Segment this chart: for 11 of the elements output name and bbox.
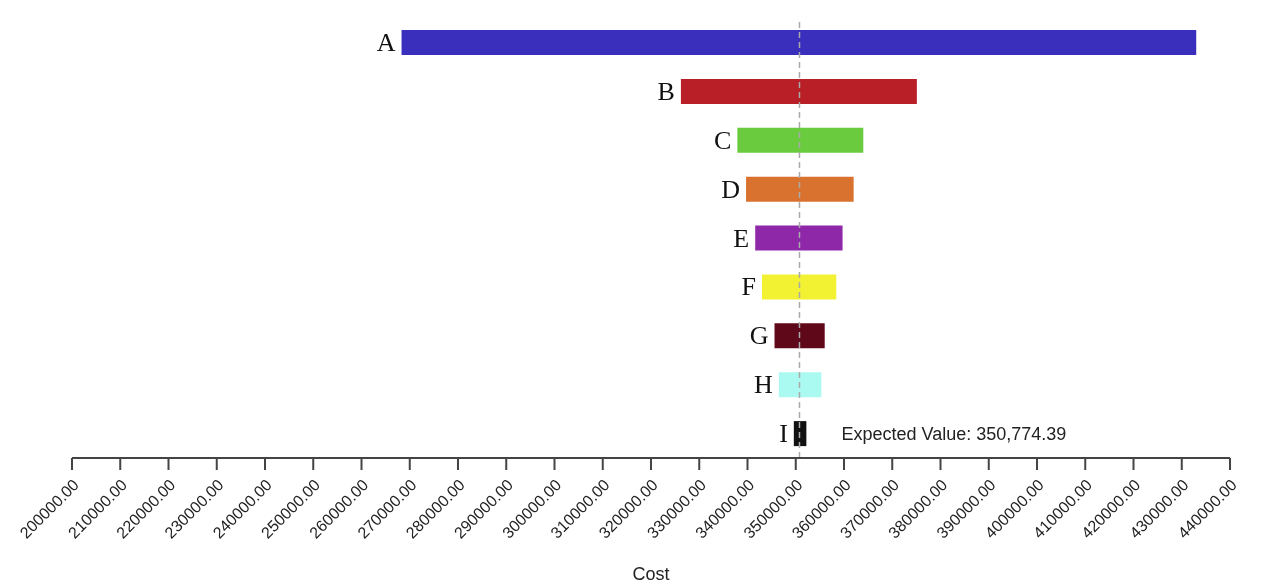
y-tick-label: A bbox=[376, 28, 396, 57]
y-tick-label: D bbox=[721, 174, 741, 204]
y-tick-label: H bbox=[754, 370, 774, 400]
y-tick-label: E bbox=[733, 223, 750, 253]
y-tick-label: F bbox=[741, 272, 756, 302]
y-tick-label: B bbox=[657, 76, 675, 106]
y-tick-label: I bbox=[779, 419, 788, 449]
x-axis-title: Cost bbox=[632, 564, 670, 584]
y-tick-label: G bbox=[749, 321, 769, 351]
y-tick-label: C bbox=[714, 125, 732, 155]
ref-line-label: Expected Value: 350,774.39 bbox=[841, 424, 1067, 444]
